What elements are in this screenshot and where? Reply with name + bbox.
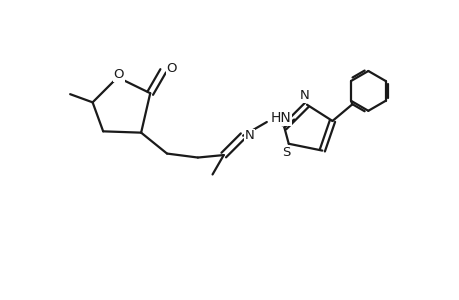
Text: O: O [166,62,177,75]
Text: N: N [244,129,254,142]
Text: O: O [113,68,123,81]
Text: S: S [281,146,290,159]
Text: N: N [299,89,308,102]
Text: HN: HN [270,111,291,125]
